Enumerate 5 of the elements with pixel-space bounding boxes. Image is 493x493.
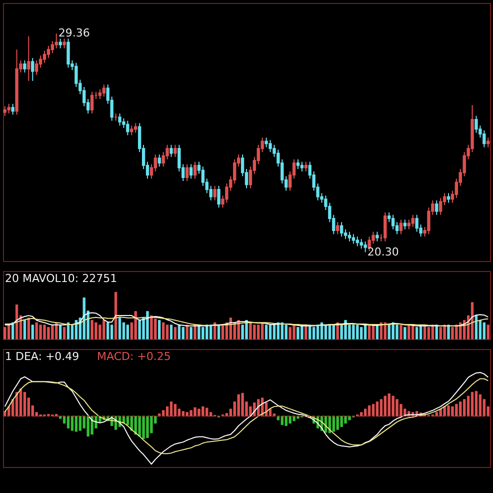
annotation: 29.36	[58, 26, 90, 40]
text: 1 DEA: +0.49	[5, 350, 80, 363]
text: 20 MAVOL10: 22751	[5, 272, 118, 285]
text: MACD: +0.25	[97, 350, 171, 363]
annotation: 20.30	[367, 245, 399, 258]
